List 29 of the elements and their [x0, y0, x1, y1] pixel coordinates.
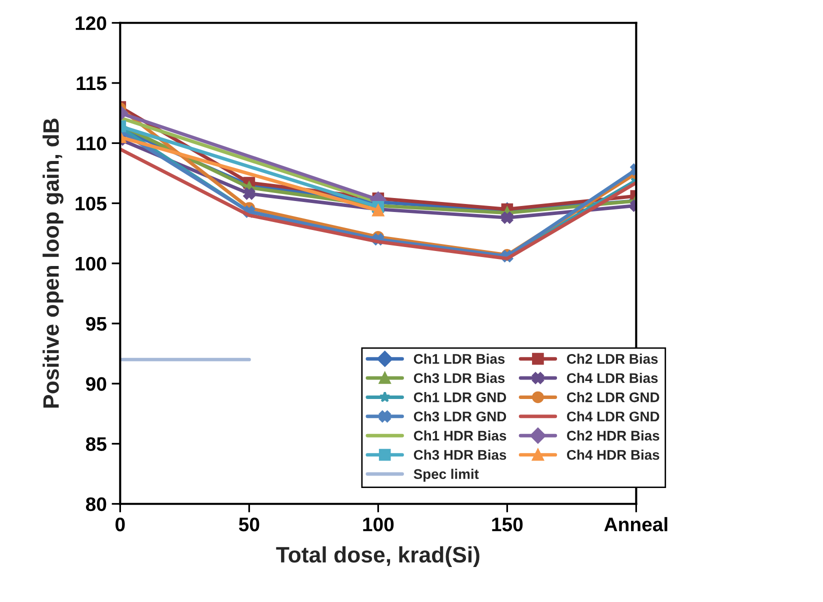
y-tick-label: 85: [86, 437, 106, 451]
legend-label: Ch3 LDR Bias: [414, 372, 505, 384]
x-tick-label: 150: [492, 518, 523, 532]
legend-label: Ch2 LDR Bias: [566, 354, 658, 364]
legend-label: Ch1 LDR Bias: [414, 354, 505, 364]
legend-label: Ch2 HDR Bias: [566, 430, 660, 441]
y-tick-label: 110: [76, 136, 106, 150]
legend-label: Spec limit: [414, 468, 479, 482]
x-tick-label: 100: [363, 518, 394, 532]
x-tick-label: 0: [116, 518, 125, 532]
legend-label: Ch3 LDR GND: [414, 411, 506, 422]
y-tick-label: 90: [86, 377, 106, 391]
y-tick-label: 80: [86, 497, 106, 512]
legend-label: Ch1 LDR GND: [414, 392, 506, 402]
y-tick-label: 100: [76, 256, 106, 271]
y-tick-label: 105: [76, 196, 106, 210]
legend-label: Ch2 LDR GND: [566, 392, 660, 402]
y-tick-label: 115: [76, 76, 106, 90]
legend-label: Ch4 HDR Bias: [566, 450, 660, 460]
x-tick-label: Anneal: [604, 517, 668, 532]
legend-label: Ch1 HDR Bias: [414, 430, 506, 441]
legend-label: Ch4 LDR Bias: [566, 372, 658, 384]
x-tick-label: 50: [238, 518, 260, 532]
legend-label: Ch4 LDR GND: [566, 411, 660, 422]
y-axis-title: Positive open loop gain, dB: [42, 118, 64, 408]
y-tick-label: 95: [86, 316, 106, 331]
y-tick-label: 120: [76, 16, 106, 30]
x-axis-title: Total dose, krad(Si): [276, 546, 480, 568]
legend-label: Ch3 HDR Bias: [414, 450, 506, 460]
